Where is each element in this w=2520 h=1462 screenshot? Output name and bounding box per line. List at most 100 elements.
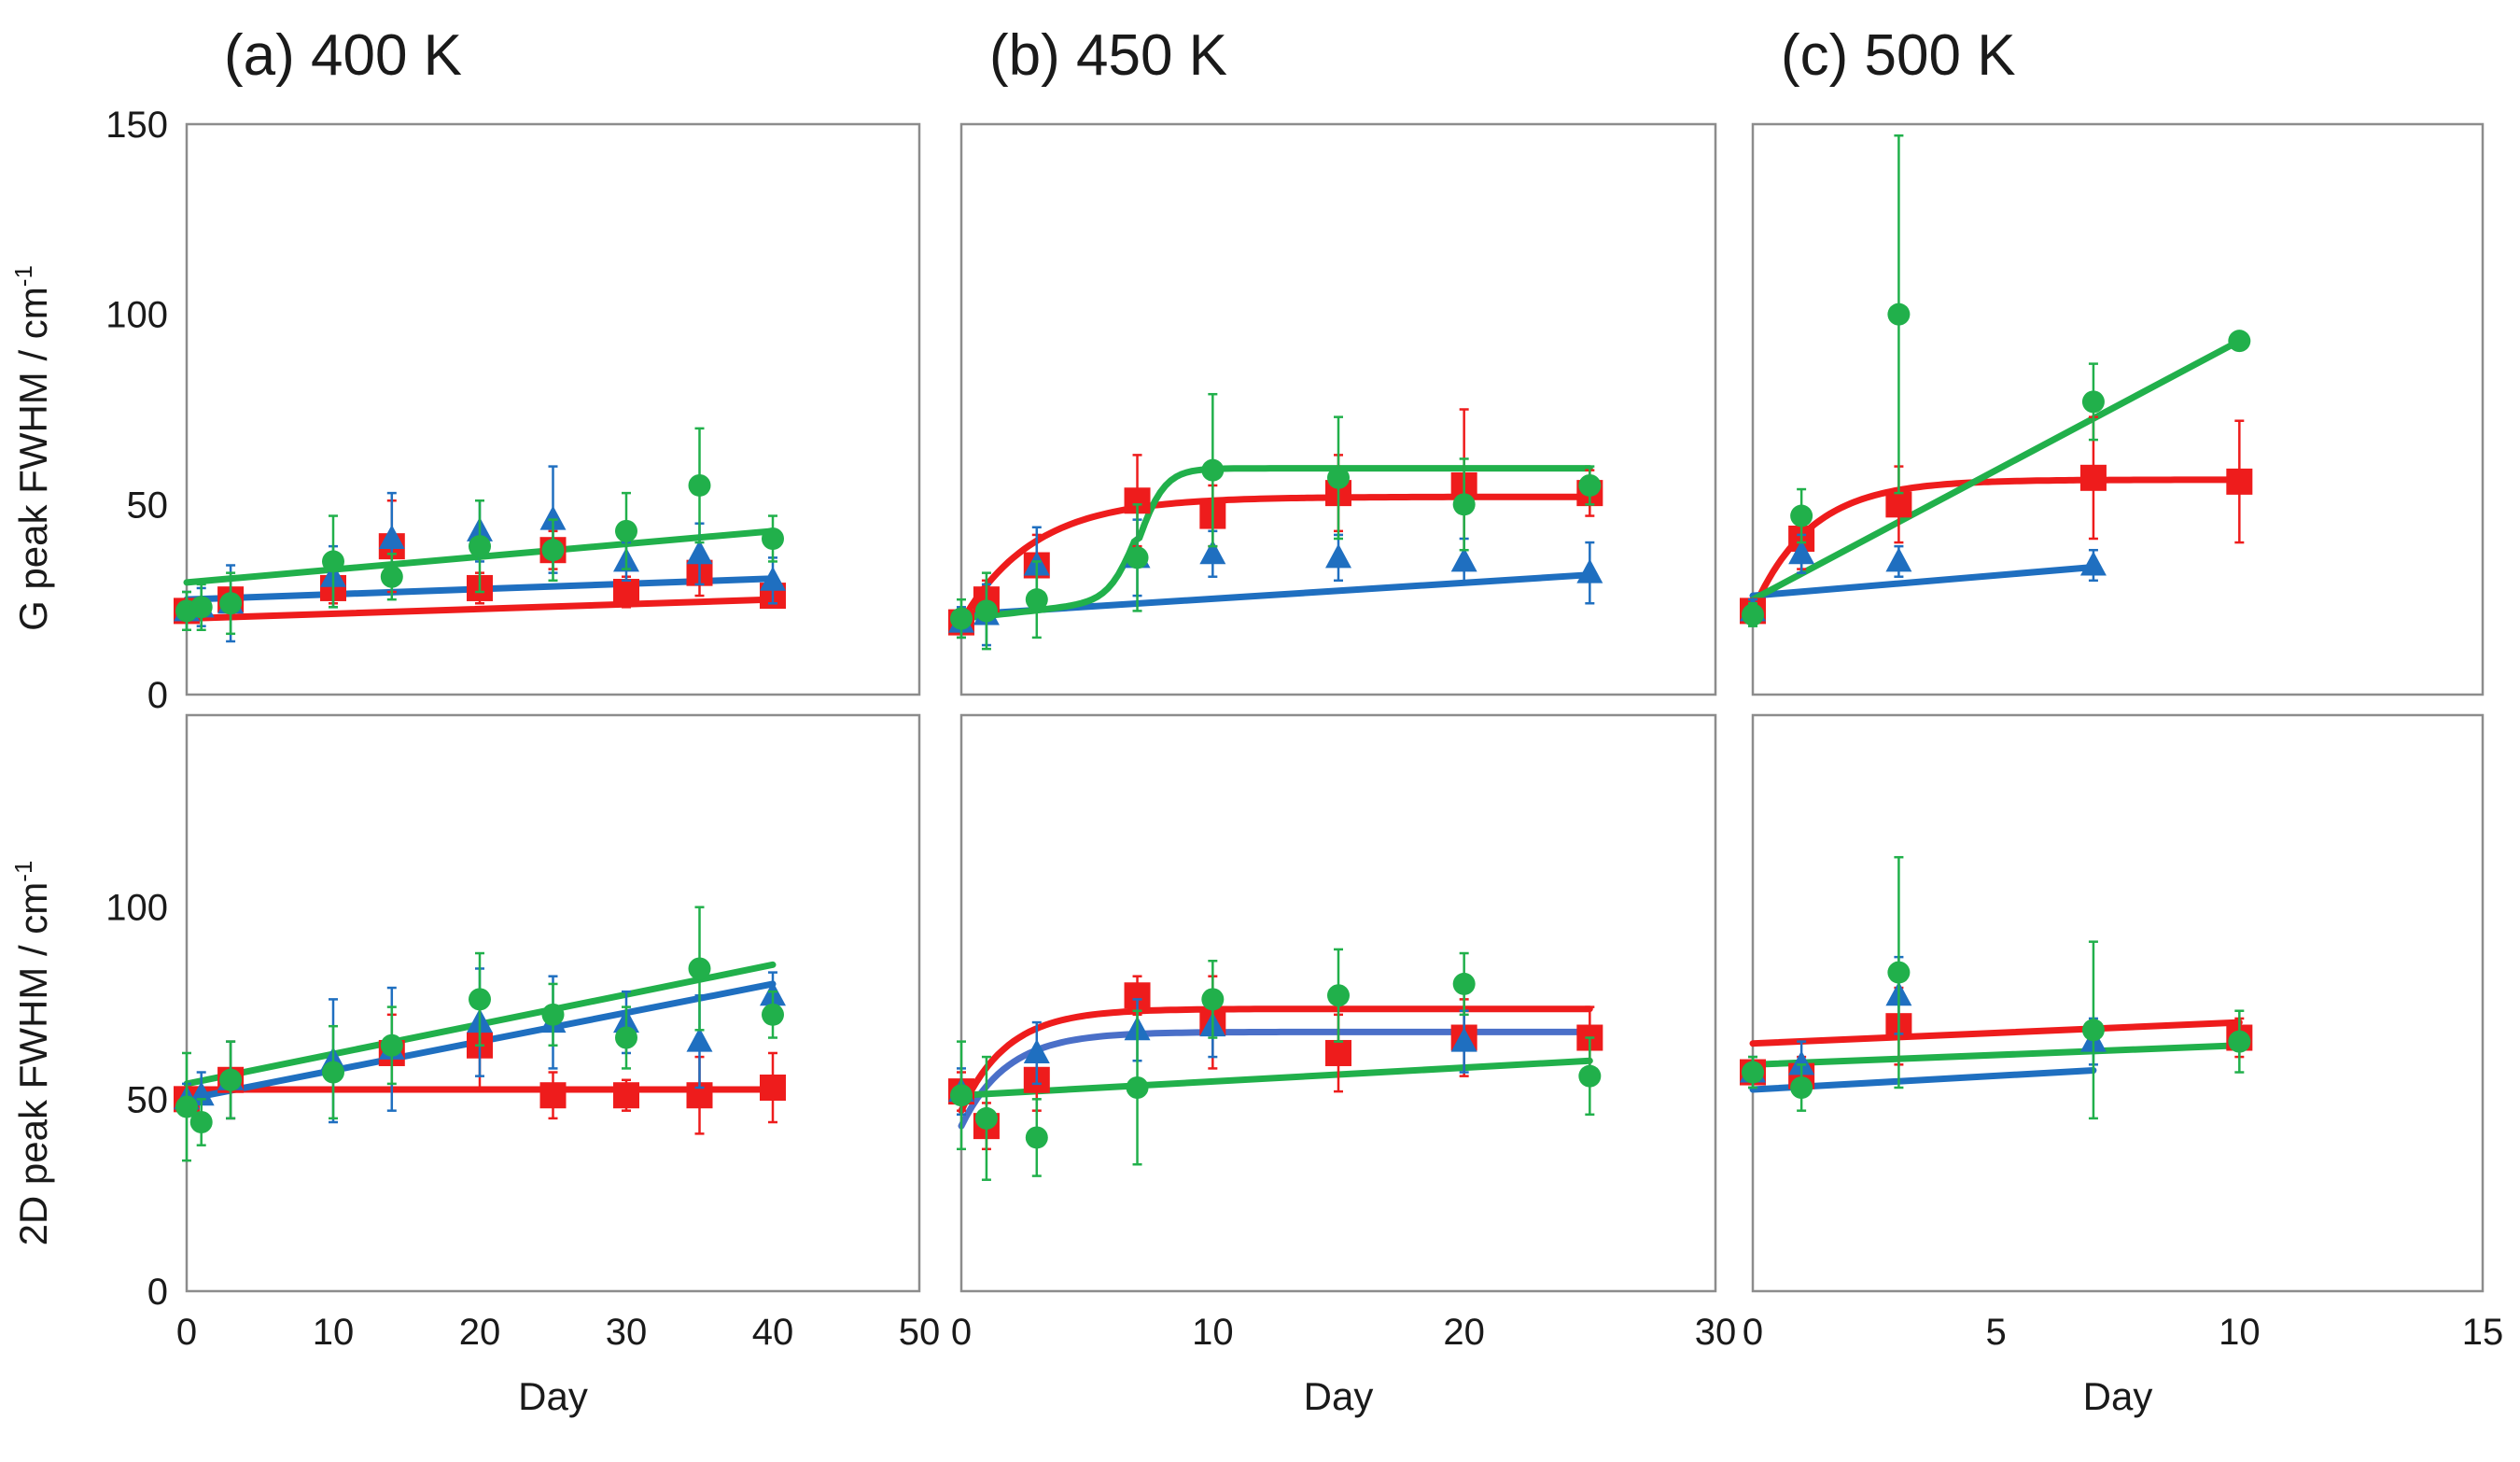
data-point-green-circle xyxy=(2228,330,2251,353)
y-label-top-text: G peak FWHM / cm xyxy=(11,287,55,631)
y-label-bottom-text: 2D peak FWHM / cm xyxy=(11,882,55,1246)
panel-a-title-group: (a) 400 K xyxy=(224,23,462,88)
fit-line-green xyxy=(958,1057,1593,1099)
x-tick-label-2: 0 xyxy=(1743,1312,1763,1353)
data-point-blue-triangle xyxy=(539,505,567,530)
data-point-green-circle xyxy=(1578,1064,1602,1088)
fit-line-red xyxy=(1749,476,2243,614)
plot-frame xyxy=(185,122,921,696)
y-label-top-superscript: -1 xyxy=(9,265,37,287)
fit-line-blue xyxy=(1749,564,2097,599)
data-point-green-circle xyxy=(1452,493,1476,516)
x-tick-label-2: 10 xyxy=(2219,1312,2261,1353)
data-point-green-circle xyxy=(1126,1075,1149,1099)
x-axis-label-2: Day xyxy=(2083,1374,2153,1418)
x-tick-label-2: 15 xyxy=(2462,1312,2504,1353)
data-point-green-circle xyxy=(1452,972,1476,995)
data-point-blue-triangle xyxy=(1325,543,1351,569)
data-point-green-circle xyxy=(322,550,344,573)
subplot-0-D2 xyxy=(174,713,921,1293)
data-point-green-circle xyxy=(762,1003,784,1026)
fit-line-green xyxy=(1749,337,2243,603)
data-point-green-circle xyxy=(688,473,711,497)
data-point-green-circle xyxy=(1887,961,1911,984)
x-tick-label-0: 50 xyxy=(899,1312,941,1353)
data-point-green-circle xyxy=(175,1095,198,1118)
data-point-green-circle xyxy=(380,1033,403,1057)
data-point-blue-triangle xyxy=(1576,558,1603,583)
x-tick-label-0: 20 xyxy=(459,1312,501,1353)
data-point-green-circle xyxy=(762,527,784,550)
subplot-2-G xyxy=(1740,122,2485,696)
panel-b-title-group: (b) 450 K xyxy=(989,23,1227,88)
panel-title-c: (c) 500 K xyxy=(1781,23,2016,88)
data-point-green-circle xyxy=(1327,984,1350,1007)
x-tick-label-0: 10 xyxy=(313,1312,355,1353)
data-point-red-square xyxy=(539,1082,567,1109)
data-point-green-circle xyxy=(974,599,998,623)
x-tick-label-0: 0 xyxy=(176,1312,197,1353)
x-tick-label-2: 5 xyxy=(1986,1312,2007,1353)
data-point-blue-triangle xyxy=(2079,551,2107,576)
y-label-bottom-superscript: -1 xyxy=(9,861,37,882)
data-point-blue-triangle xyxy=(1885,547,1912,572)
x-axis-label-1: Day xyxy=(1304,1374,1374,1418)
data-point-green-circle xyxy=(1201,988,1225,1011)
data-point-green-circle xyxy=(2081,390,2105,414)
data-point-red-square xyxy=(760,1074,786,1101)
plot-frame xyxy=(1751,122,2485,696)
data-point-green-circle xyxy=(1025,588,1048,612)
data-point-blue-triangle xyxy=(1023,1038,1050,1063)
subplot-0-G xyxy=(174,122,921,696)
panel-c-title-group: (c) 500 K xyxy=(1781,23,2016,88)
data-point-red-square xyxy=(2226,468,2253,495)
data-point-green-circle xyxy=(189,596,213,619)
data-point-green-circle xyxy=(322,1061,344,1084)
data-point-green-circle xyxy=(541,1003,565,1026)
x-tick-label-1: 30 xyxy=(1695,1312,1737,1353)
data-point-green-circle xyxy=(688,957,711,980)
data-point-green-circle xyxy=(219,592,243,615)
data-point-green-circle xyxy=(1201,458,1225,482)
data-point-green-circle xyxy=(1790,504,1813,527)
x-tick-label-0: 40 xyxy=(752,1312,794,1353)
fit-line-red xyxy=(183,596,777,623)
data-point-blue-triangle xyxy=(1788,1050,1815,1075)
data-point-blue-triangle xyxy=(1450,1027,1477,1052)
panel-title-b: (b) 450 K xyxy=(989,23,1227,88)
x-tick-label-0: 30 xyxy=(606,1312,648,1353)
subplot-1-D2 xyxy=(948,713,1717,1293)
data-point-green-circle xyxy=(1327,466,1350,489)
data-point-red-square xyxy=(1885,491,1912,518)
data-point-blue-triangle xyxy=(1199,540,1226,565)
data-point-green-circle xyxy=(974,1106,998,1130)
data-point-green-circle xyxy=(380,565,403,588)
data-point-red-square xyxy=(1325,1039,1351,1066)
y-axis-label-bottom: 2D peak FWHM / cm-1 xyxy=(9,861,55,1246)
panel-title-a: (a) 400 K xyxy=(224,23,462,88)
data-point-red-square xyxy=(613,579,639,606)
y-tick-label-top: 100 xyxy=(105,295,168,336)
x-tick-label-1: 10 xyxy=(1192,1312,1234,1353)
fit-line-blue_fit_450_2d xyxy=(958,1028,1593,1130)
data-point-blue-triangle xyxy=(686,540,713,565)
y-tick-label-top: 50 xyxy=(127,485,169,526)
x-tick-label-1: 0 xyxy=(951,1312,972,1353)
plot-frame xyxy=(1751,713,2485,1293)
data-point-green-circle xyxy=(1126,546,1149,569)
data-point-red-square xyxy=(2079,464,2107,491)
subplot-1-G xyxy=(948,122,1717,696)
subplot-2-D2 xyxy=(1740,713,2485,1293)
data-point-green-circle xyxy=(2081,1019,2105,1042)
y-tick-label-bottom: 0 xyxy=(147,1272,168,1313)
data-point-green-circle xyxy=(1578,473,1602,497)
data-point-green-circle xyxy=(1742,1061,1764,1084)
x-tick-label-1: 20 xyxy=(1443,1312,1485,1353)
fit-line-red xyxy=(958,1005,1593,1115)
fit-line-green xyxy=(1749,1042,2243,1068)
data-point-green-circle xyxy=(1025,1126,1048,1149)
data-point-blue-triangle xyxy=(1450,547,1477,572)
data-point-green-circle xyxy=(1742,603,1764,626)
